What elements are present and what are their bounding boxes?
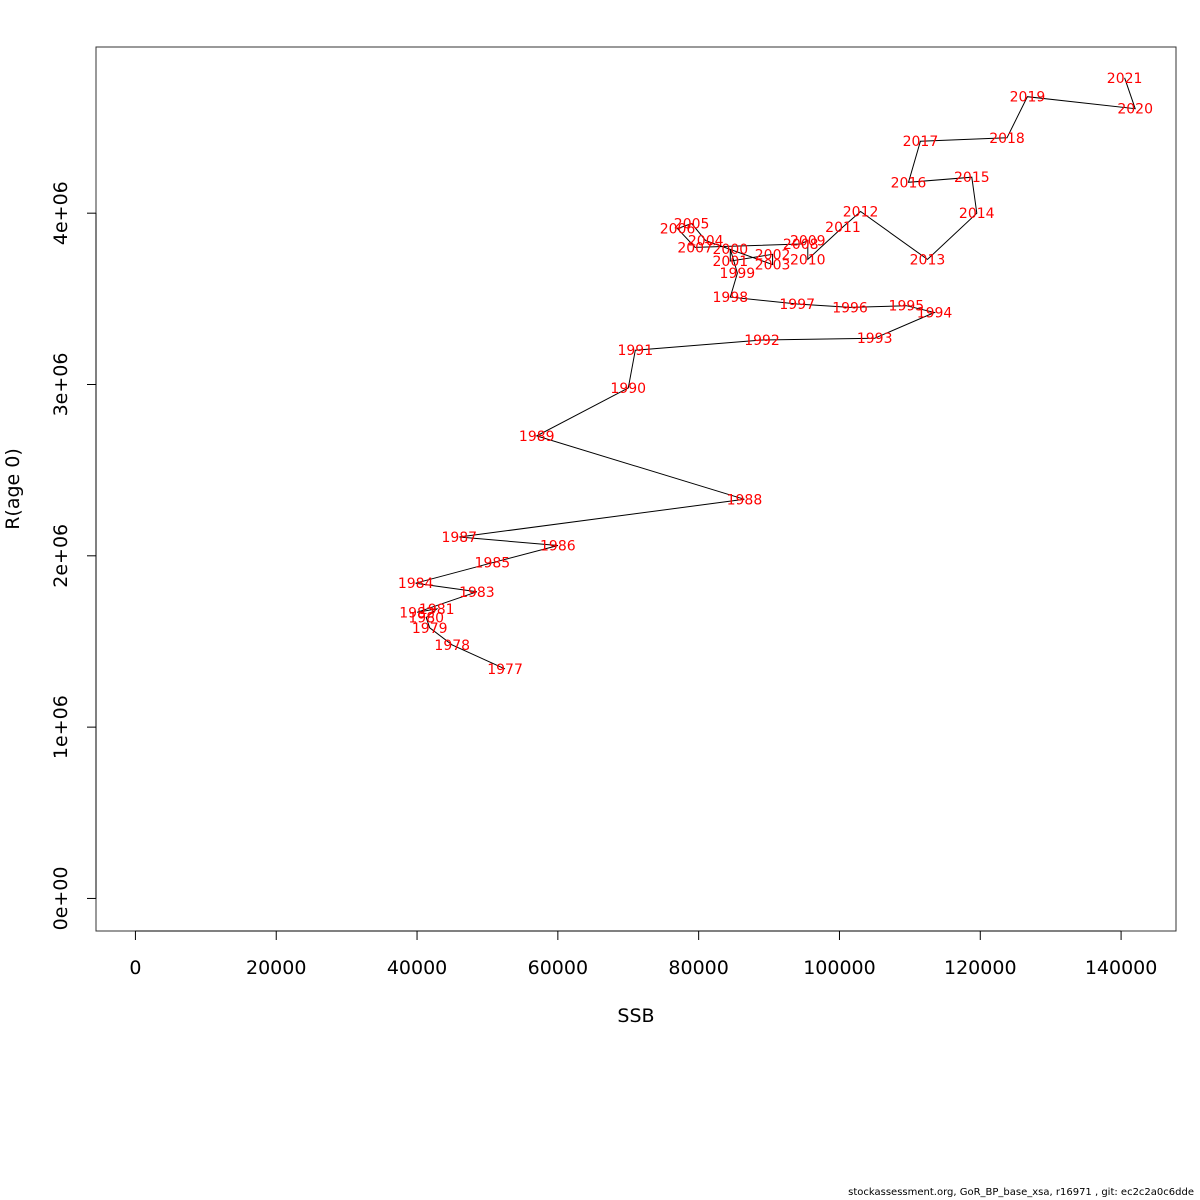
year-label-1993: 1993 [857, 331, 893, 347]
x-axis-title: SSB [617, 1005, 654, 1027]
ssb-recruitment-trajectory-line [415, 77, 1136, 670]
y-tick-label: 0e+00 [50, 867, 72, 931]
year-label-2011: 2011 [825, 220, 861, 236]
year-label-2005: 2005 [674, 216, 710, 232]
year-label-1998: 1998 [713, 290, 749, 306]
y-tick-label: 4e+06 [50, 181, 72, 245]
x-tick-label: 0 [129, 957, 141, 979]
year-label-1984: 1984 [398, 576, 434, 592]
year-label-2014: 2014 [959, 206, 995, 222]
x-tick-label: 40000 [387, 957, 447, 979]
x-tick-label: 140000 [1085, 957, 1158, 979]
year-label-1989: 1989 [519, 429, 555, 445]
year-label-1994: 1994 [917, 306, 953, 322]
year-label-1982: 1982 [399, 605, 435, 621]
y-axis: 0e+00 1e+06 2e+06 3e+06 4e+06 [50, 181, 97, 931]
y-tick-label: 1e+06 [50, 695, 72, 759]
y-tick-label: 3e+06 [50, 353, 72, 417]
x-tick-label: 100000 [803, 957, 876, 979]
year-label-2007: 2007 [677, 240, 713, 256]
year-label-1992: 1992 [744, 333, 780, 349]
year-label-2021: 2021 [1107, 71, 1143, 87]
footer-credit: stockassessment.org, GoR_BP_base_xsa, r1… [848, 1187, 1194, 1198]
y-axis-title: R(age 0) [2, 448, 24, 530]
year-label-2013: 2013 [910, 252, 946, 268]
year-label-1995: 1995 [889, 299, 925, 315]
year-label-1980: 1980 [408, 610, 444, 626]
year-label-2004: 2004 [688, 234, 724, 250]
year-label-1991: 1991 [617, 343, 653, 359]
year-label-2017: 2017 [903, 134, 939, 150]
year-label-1987: 1987 [441, 530, 477, 546]
year-label-2019: 2019 [1010, 90, 1046, 106]
year-label-1986: 1986 [540, 539, 576, 555]
x-tick-label: 120000 [944, 957, 1017, 979]
year-label-2012: 2012 [843, 204, 879, 220]
year-label-1988: 1988 [727, 492, 763, 508]
year-label-1983: 1983 [459, 585, 495, 601]
year-label-2008: 2008 [783, 237, 819, 253]
x-tick-label: 80000 [668, 957, 728, 979]
year-label-2002: 2002 [755, 247, 791, 263]
year-label-2015: 2015 [954, 170, 990, 186]
year-label-1990: 1990 [610, 381, 646, 397]
year-label-1981: 1981 [419, 602, 455, 618]
year-label-2020: 2020 [1117, 102, 1153, 118]
year-label-2018: 2018 [989, 131, 1025, 147]
year-label-1979: 1979 [412, 621, 448, 637]
year-label-1996: 1996 [832, 300, 868, 316]
year-label-2009: 2009 [790, 234, 826, 250]
year-label-1999: 1999 [720, 266, 756, 282]
year-label-1997: 1997 [779, 297, 815, 313]
x-tick-label: 60000 [528, 957, 588, 979]
year-label-2006: 2006 [660, 222, 696, 238]
year-label-1977: 1977 [487, 662, 523, 678]
year-label-2010: 2010 [790, 252, 826, 268]
x-tick-label: 20000 [246, 957, 306, 979]
y-tick-label: 2e+06 [50, 524, 72, 588]
year-label-2016: 2016 [891, 175, 927, 191]
year-label-1985: 1985 [475, 556, 511, 572]
year-label-2003: 2003 [755, 258, 791, 274]
year-label-2000: 2000 [713, 242, 749, 258]
plot-frame [95, 46, 1177, 932]
x-axis: 0 20000 40000 60000 80000 100000 120000 140000 [129, 930, 1158, 979]
year-label-2001: 2001 [713, 254, 749, 270]
year-label-1978: 1978 [434, 638, 470, 654]
